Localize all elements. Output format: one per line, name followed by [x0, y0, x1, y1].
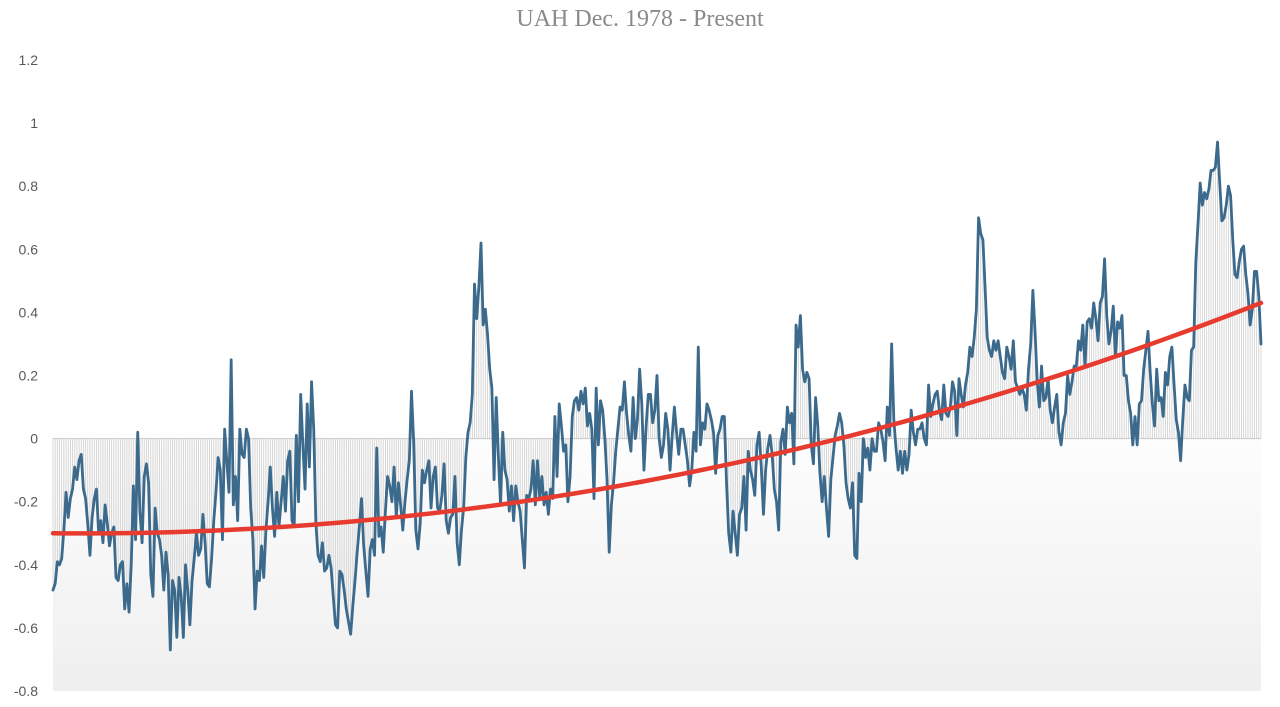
anomaly-line	[51, 140, 1263, 652]
trend-line	[50, 300, 1264, 536]
chart-title: UAH Dec. 1978 - Present	[516, 6, 764, 32]
y-tick-label: 0.6	[19, 241, 39, 257]
y-tick-label: -0.8	[14, 683, 38, 699]
y-axis: 1.2 1 0.8 0.6 0.4 0.2 0 -0.2 -0.4 -0.6 -0.8	[14, 52, 38, 699]
y-tick-label: 0.8	[19, 178, 39, 194]
y-tick-label: 0	[30, 431, 38, 447]
y-tick-label: -0.6	[14, 620, 38, 636]
y-tick-label: 1.2	[19, 52, 39, 68]
y-tick-label: 1	[30, 115, 38, 131]
y-tick-label: -0.2	[14, 494, 38, 510]
y-tick-label: 0.2	[19, 368, 39, 384]
y-tick-label: -0.4	[14, 557, 38, 573]
y-tick-label: 0.4	[19, 304, 39, 320]
